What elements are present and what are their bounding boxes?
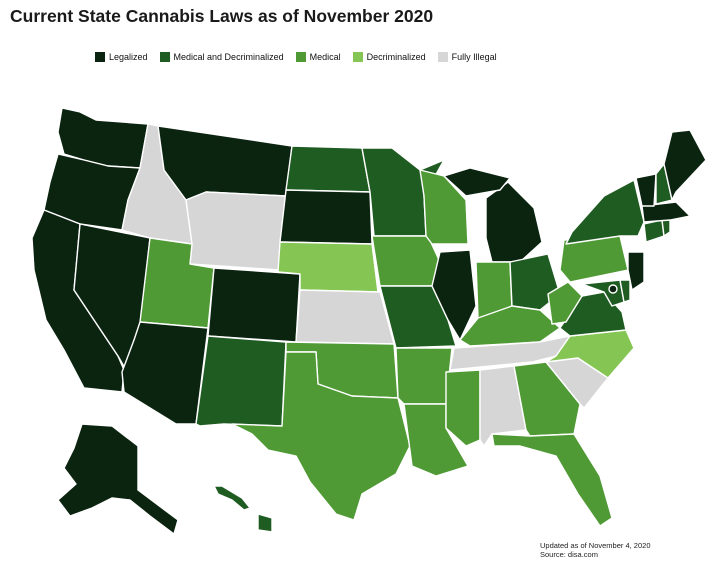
legend-swatch-medical-and-decriminalized [159, 52, 170, 62]
state-VT [635, 173, 657, 207]
state-HI-islands [213, 485, 251, 511]
legend-label-fully-illegal: Fully Illegal [451, 52, 497, 62]
legend-label-medical-and-decriminalized: Medical and Decriminalized [173, 52, 284, 62]
state-MS [445, 369, 481, 447]
state-AK [57, 423, 179, 535]
state-CO [207, 267, 301, 343]
state-WV [547, 281, 583, 325]
legend-swatch-fully-illegal [437, 52, 448, 62]
legend-item-legalized: Legalized [95, 52, 148, 62]
state-FL [491, 433, 613, 527]
footnote-source: Source: disa.com [540, 550, 598, 559]
legend-label-medical: Medical [309, 52, 341, 62]
state-NJ [627, 251, 645, 291]
state-WY [185, 191, 287, 271]
state-NY [565, 179, 645, 245]
state-KY [459, 305, 561, 347]
state-KS [295, 289, 395, 345]
state-ME [663, 129, 707, 201]
state-DC [608, 284, 618, 294]
state-IA [371, 235, 441, 287]
legend-label-decriminalized: Decriminalized [366, 52, 426, 62]
state-NM [195, 335, 287, 427]
map-title: Current State Cannabis Laws as of Novemb… [10, 6, 434, 26]
legend-item-decriminalized: Decriminalized [352, 52, 426, 62]
footnote: Updated as of November 4, 2020 Source: d… [540, 541, 651, 559]
state-ND [285, 145, 371, 193]
legend-item-medical-and-decriminalized: Medical and Decriminalized [159, 52, 284, 62]
state-DE [619, 279, 631, 303]
state-RI [661, 219, 671, 237]
legend-swatch-legalized [95, 52, 105, 62]
legend-label-legalized: Legalized [109, 52, 148, 62]
state-MA [641, 201, 691, 223]
state-MI [485, 181, 543, 263]
legend-swatch-medical [295, 52, 306, 62]
state-MT [157, 125, 293, 201]
state-AR [395, 347, 453, 405]
footnote-updated: Updated as of November 4, 2020 [540, 541, 651, 550]
legend-item-fully-illegal: Fully Illegal [437, 52, 497, 62]
state-MO [379, 285, 457, 349]
legend: Legalized Medical and Decriminalized Med… [95, 52, 497, 62]
state-SD [279, 189, 373, 245]
legend-swatch-decriminalized [352, 52, 363, 62]
legend-item-medical: Medical [295, 52, 341, 62]
state-HI-big [257, 513, 273, 533]
state-TX [231, 351, 411, 521]
state-AZ [121, 321, 209, 425]
state-CT [643, 219, 665, 243]
state-MI-upper [443, 167, 511, 197]
